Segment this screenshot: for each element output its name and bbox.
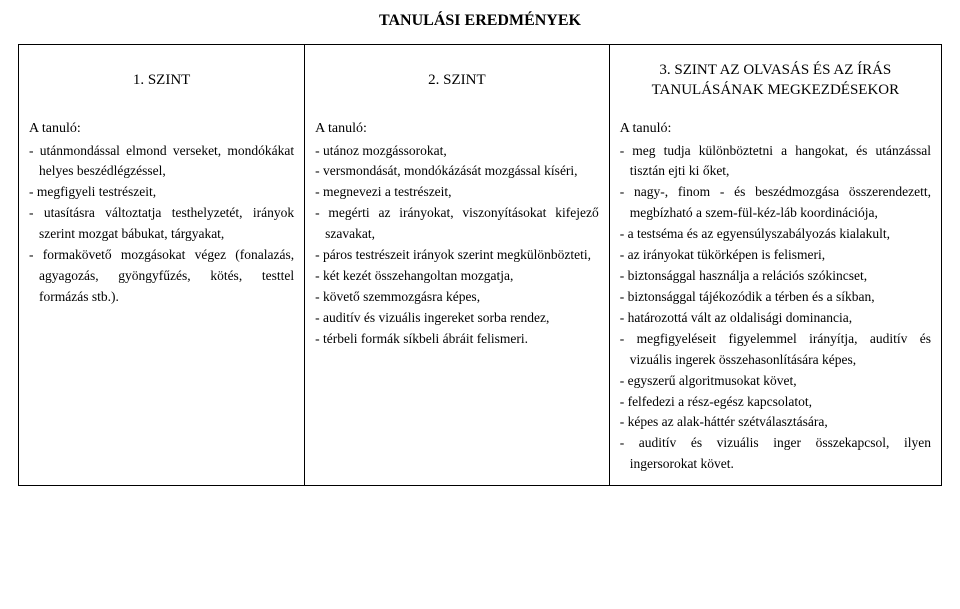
body-row: - utánmondással elmond verseket, mondóká…: [19, 139, 942, 486]
list-item: - utasításra változtatja testhelyzetét, …: [29, 203, 294, 245]
list-col-2: - utánoz mozgássorokat,- versmondását, m…: [315, 141, 599, 350]
list-item: - megnevezi a testrészeit,: [315, 182, 599, 203]
outcomes-table: 1. SZINT 2. SZINT 3. SZINT AZ OLVASÁS ÉS…: [18, 44, 942, 486]
subheader-cell-3: A tanuló:: [609, 115, 941, 139]
subheader-cell-1: A tanuló:: [19, 115, 305, 139]
list-item: - képes az alak-háttér szétválasztására,: [620, 412, 931, 433]
list-item: - az irányokat tükörképen is felismeri,: [620, 245, 931, 266]
list-item: - páros testrészeit irányok szerint megk…: [315, 245, 599, 266]
body-cell-3: - meg tudja különböztetni a hangokat, és…: [609, 139, 941, 486]
subheader-label-1: A tanuló:: [29, 121, 81, 136]
body-cell-1: - utánmondással elmond verseket, mondóká…: [19, 139, 305, 486]
header-cell-level-2: 2. SZINT: [305, 45, 610, 115]
list-item: - formakövető mozgásokat végez (fonalazá…: [29, 245, 294, 308]
page-title: TANULÁSI EREDMÉNYEK: [18, 12, 942, 30]
list-item: - megérti az irányokat, viszonyításokat …: [315, 203, 599, 245]
list-item: - követő szemmozgásra képes,: [315, 287, 599, 308]
list-item: - utánoz mozgássorokat,: [315, 141, 599, 162]
list-item: - megfigyeléseit figyelemmel irányítja, …: [620, 329, 931, 371]
list-col-1: - utánmondással elmond verseket, mondóká…: [29, 141, 294, 308]
list-col-3: - meg tudja különböztetni a hangokat, és…: [620, 141, 931, 476]
subheader-label-2: A tanuló:: [315, 121, 367, 136]
header-cell-level-3: 3. SZINT AZ OLVASÁS ÉS AZ ÍRÁS TANULÁSÁN…: [609, 45, 941, 115]
list-item: - megfigyeli testrészeit,: [29, 182, 294, 203]
header-row: 1. SZINT 2. SZINT 3. SZINT AZ OLVASÁS ÉS…: [19, 45, 942, 115]
header-label-3: 3. SZINT AZ OLVASÁS ÉS AZ ÍRÁS TANULÁSÁN…: [618, 53, 933, 107]
list-item: - a testséma és az egyensúlyszabályozás …: [620, 224, 931, 245]
list-item: - meg tudja különböztetni a hangokat, és…: [620, 141, 931, 183]
list-item: - határozottá vált az oldalisági dominan…: [620, 308, 931, 329]
list-item: - auditív és vizuális inger összekapcsol…: [620, 433, 931, 475]
subheader-label-3: A tanuló:: [620, 121, 672, 136]
list-item: - nagy-, finom - és beszédmozgása összer…: [620, 182, 931, 224]
list-item: - két kezét összehangoltan mozgatja,: [315, 266, 599, 287]
header-label-2: 2. SZINT: [313, 53, 601, 107]
subheader-cell-2: A tanuló:: [305, 115, 610, 139]
header-label-1: 1. SZINT: [27, 53, 296, 107]
list-item: - versmondását, mondókázását mozgással k…: [315, 161, 599, 182]
list-item: - térbeli formák síkbeli ábráit felismer…: [315, 329, 599, 350]
list-item: - biztonsággal tájékozódik a térben és a…: [620, 287, 931, 308]
body-cell-2: - utánoz mozgássorokat,- versmondását, m…: [305, 139, 610, 486]
list-item: - felfedezi a rész-egész kapcsolatot,: [620, 392, 931, 413]
list-item: - utánmondással elmond verseket, mondóká…: [29, 141, 294, 183]
header-cell-level-1: 1. SZINT: [19, 45, 305, 115]
list-item: - egyszerű algoritmusokat követ,: [620, 371, 931, 392]
subheader-row: A tanuló: A tanuló: A tanuló:: [19, 115, 942, 139]
list-item: - biztonsággal használja a relációs szók…: [620, 266, 931, 287]
list-item: - auditív és vizuális ingereket sorba re…: [315, 308, 599, 329]
page: TANULÁSI EREDMÉNYEK 1. SZINT 2. SZINT 3.…: [0, 0, 960, 609]
